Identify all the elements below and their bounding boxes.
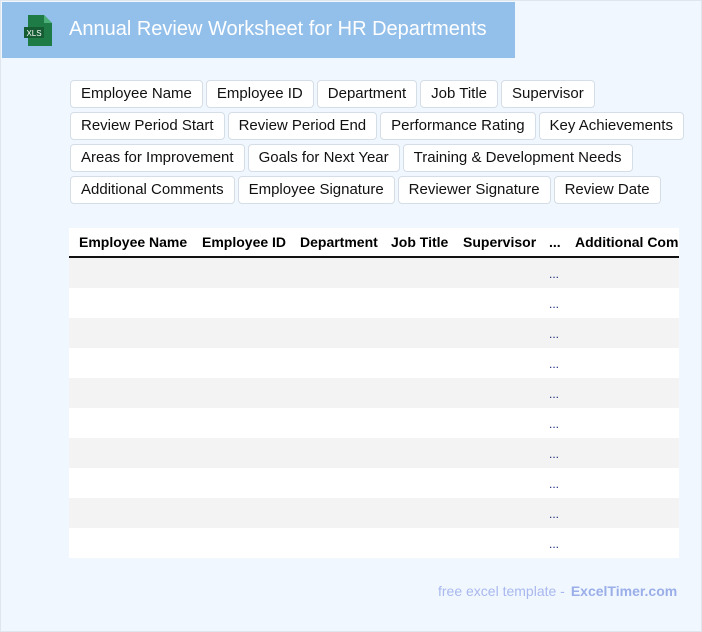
ellipsis-cell: ...: [549, 537, 560, 551]
ellipsis-cell: ...: [549, 297, 560, 311]
tag-row: Employee Name Employee ID Department Job Ti…: [70, 80, 680, 108]
field-tag[interactable]: Areas for Improvement: [70, 144, 245, 172]
table-row: ...: [69, 408, 679, 438]
ellipsis-cell: ...: [549, 387, 560, 401]
column-header[interactable]: Additional Com: [575, 234, 679, 250]
table-row: ...: [69, 438, 679, 468]
table-row: ...: [69, 318, 679, 348]
page-title: Annual Review Worksheet for HR Departmen…: [69, 18, 487, 40]
ellipsis-cell: ...: [549, 477, 560, 491]
data-table: Employee Name Employee ID Department Job Ti…: [69, 228, 679, 558]
table-row: ...: [69, 378, 679, 408]
table-header: Employee Name Employee ID Department Job Ti…: [69, 228, 679, 258]
table-row: ...: [69, 288, 679, 318]
field-tag[interactable]: Review Date: [553, 176, 661, 204]
field-tag[interactable]: Performance Rating: [380, 112, 536, 140]
column-header[interactable]: Job Title: [391, 234, 449, 250]
field-tag[interactable]: Employee Signature: [237, 176, 395, 204]
field-tag[interactable]: Employee Name: [70, 80, 203, 108]
ellipsis-cell: ...: [549, 357, 560, 371]
title-banner: XLS Annual Review Worksheet for HR Depar…: [2, 2, 515, 58]
field-tag[interactable]: Key Achievements: [538, 112, 684, 140]
tag-row: Additional Comments Employee Signature Rev…: [70, 176, 680, 204]
table-body: ..............................: [69, 258, 679, 558]
field-tag[interactable]: Job Title: [420, 80, 499, 108]
table-row: ...: [69, 498, 679, 528]
footer-text: free excel template -: [438, 583, 565, 599]
ellipsis-cell: ...: [549, 327, 560, 341]
field-tag[interactable]: Goals for Next Year: [247, 144, 400, 172]
footer-brand-link[interactable]: ExcelTimer.com: [570, 583, 678, 599]
field-tag[interactable]: Supervisor: [501, 80, 595, 108]
table-row: ...: [69, 258, 679, 288]
field-tag[interactable]: Additional Comments: [70, 176, 235, 204]
table-row: ...: [69, 528, 679, 558]
table-row: ...: [69, 468, 679, 498]
field-tags: Employee Name Employee ID Department Job Ti…: [70, 80, 684, 208]
table-row: ...: [69, 348, 679, 378]
tag-row: Areas for Improvement Goals for Next Year…: [70, 144, 680, 172]
field-tag[interactable]: Employee ID: [205, 80, 314, 108]
field-tag[interactable]: Review Period End: [227, 112, 378, 140]
field-tag[interactable]: Training & Development Needs: [402, 144, 633, 172]
ellipsis-cell: ...: [549, 507, 560, 521]
ellipsis-cell: ...: [549, 447, 560, 461]
field-tag[interactable]: Department: [316, 80, 418, 108]
field-tag[interactable]: Reviewer Signature: [397, 176, 551, 204]
xls-file-icon: XLS: [24, 15, 52, 46]
column-header[interactable]: Department: [300, 234, 378, 250]
column-header[interactable]: Employee ID: [202, 234, 287, 250]
ellipsis-cell: ...: [549, 417, 560, 431]
column-header[interactable]: Supervisor: [463, 234, 537, 250]
footer: free excel template - ExcelTimer.com: [438, 583, 677, 599]
ellipsis-cell: ...: [549, 267, 560, 281]
field-tag[interactable]: Review Period Start: [70, 112, 225, 140]
svg-text:XLS: XLS: [26, 29, 41, 38]
column-header[interactable]: ...: [549, 234, 561, 250]
tag-row: Review Period Start Review Period End Perf…: [70, 112, 684, 140]
column-header[interactable]: Employee Name: [79, 234, 188, 250]
